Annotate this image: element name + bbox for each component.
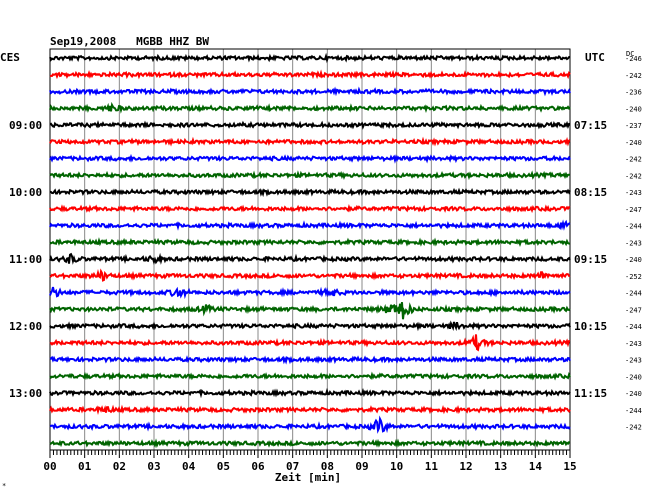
trace-16 xyxy=(49,320,571,332)
dc-value: -244 xyxy=(625,223,642,231)
dc-value: -240 xyxy=(625,373,642,381)
trace-0 xyxy=(49,52,571,64)
trace-1 xyxy=(49,69,571,80)
trace-20 xyxy=(49,387,571,399)
trace-7 xyxy=(49,170,571,181)
trace-8 xyxy=(49,187,571,198)
x-tick-label: 12 xyxy=(459,460,472,473)
trace-11 xyxy=(49,237,571,248)
dc-value: -242 xyxy=(625,424,642,432)
x-tick-label: 04 xyxy=(182,460,196,473)
dc-values: -246 -242 -236 -240 -237 -240 -242 -242 -243 -247… xyxy=(625,55,642,432)
dc-value: -236 xyxy=(625,89,642,97)
x-tick-label: 07 xyxy=(286,460,299,473)
dc-value: -252 xyxy=(625,273,642,281)
right-hour-label: 08:15 xyxy=(574,186,607,199)
trace-13 xyxy=(49,268,571,282)
dc-value: -237 xyxy=(625,122,642,130)
trace-21 xyxy=(49,404,571,415)
trace-6 xyxy=(49,153,571,164)
dc-value: -240 xyxy=(625,139,642,147)
x-tick-label: 15 xyxy=(563,460,576,473)
x-tick-label: 09 xyxy=(355,460,368,473)
dc-value: -244 xyxy=(625,407,642,415)
dc-value: -242 xyxy=(625,172,642,180)
dc-value: -240 xyxy=(625,256,642,264)
trace-3 xyxy=(49,101,571,114)
dc-value: -243 xyxy=(625,357,642,365)
trace-17 xyxy=(49,334,571,352)
dc-value: -242 xyxy=(625,72,642,80)
trace-18 xyxy=(49,355,571,365)
minute-gridlines xyxy=(84,49,536,450)
trace-2 xyxy=(49,86,571,97)
trace-9 xyxy=(49,204,571,214)
dc-value: -244 xyxy=(625,323,642,331)
x-tick-label: 06 xyxy=(251,460,265,473)
right-hour-label: 07:15 xyxy=(574,119,607,132)
trace-4 xyxy=(49,120,571,130)
traces xyxy=(49,52,571,449)
x-axis-label: Zeit [min] xyxy=(275,471,341,484)
chart-title: Sep19,2008 MGBB HHZ BW xyxy=(50,35,209,48)
right-hour-label: 10:15 xyxy=(574,320,607,333)
x-tick-label: 03 xyxy=(147,460,160,473)
x-tick-label: 05 xyxy=(217,460,230,473)
trace-10 xyxy=(49,219,571,231)
trace-5 xyxy=(49,136,571,147)
left-hour-label: 11:00 xyxy=(9,253,42,266)
dc-value: -243 xyxy=(625,239,642,247)
x-tick-label: 10 xyxy=(390,460,403,473)
trace-19 xyxy=(49,371,571,381)
x-tick-label: 02 xyxy=(113,460,126,473)
x-tick-label: 13 xyxy=(494,460,507,473)
left-hour-label: 09:00 xyxy=(9,119,42,132)
dc-value: -244 xyxy=(625,290,642,298)
corner-mark: * xyxy=(2,482,6,490)
left-hour-labels: 09:00 10:00 11:00 12:00 13:00 xyxy=(9,119,42,400)
trace-23 xyxy=(49,438,571,449)
x-tick-label: 14 xyxy=(529,460,543,473)
dc-value: -246 xyxy=(625,55,642,63)
x-tick-label: 00 xyxy=(43,460,56,473)
left-time-label: CES xyxy=(0,51,20,64)
trace-14 xyxy=(49,286,571,300)
right-hour-label: 11:15 xyxy=(574,387,607,400)
right-hour-label: 09:15 xyxy=(574,253,607,266)
trace-15 xyxy=(49,302,571,320)
x-tick-label: 01 xyxy=(78,460,92,473)
right-hour-labels: 07:15 08:15 09:15 10:15 11:15 xyxy=(574,119,607,400)
trace-22 xyxy=(49,415,571,434)
right-time-label: UTC xyxy=(585,51,605,64)
left-hour-label: 12:00 xyxy=(9,320,42,333)
dc-value: -247 xyxy=(625,306,642,314)
left-hour-label: 10:00 xyxy=(9,186,42,199)
dc-label: DC xyxy=(626,50,634,58)
left-hour-label: 13:00 xyxy=(9,387,42,400)
dc-value: -243 xyxy=(625,189,642,197)
dc-value: -240 xyxy=(625,105,642,113)
dc-value: -242 xyxy=(625,156,642,164)
x-tick-label: 11 xyxy=(425,460,439,473)
x-tick-label: 08 xyxy=(321,460,334,473)
trace-12 xyxy=(49,252,571,265)
dc-value: -240 xyxy=(625,390,642,398)
dc-value: -247 xyxy=(625,206,642,214)
dc-value: -243 xyxy=(625,340,642,348)
x-axis: 00 01 02 03 04 05 06 07 08 09 10 11 12 13 14 15 xyxy=(43,450,577,473)
